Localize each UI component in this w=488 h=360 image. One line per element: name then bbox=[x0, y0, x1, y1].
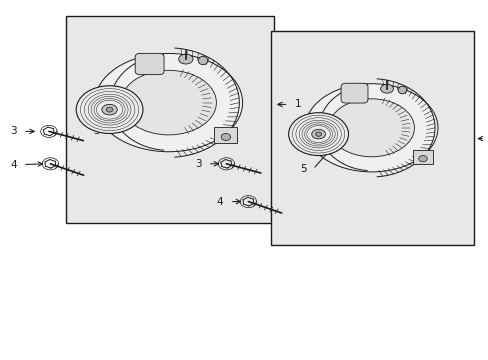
Circle shape bbox=[221, 134, 230, 140]
Circle shape bbox=[418, 156, 427, 162]
Ellipse shape bbox=[288, 113, 348, 156]
Text: 3: 3 bbox=[194, 159, 201, 169]
Ellipse shape bbox=[311, 129, 325, 139]
Ellipse shape bbox=[198, 56, 207, 65]
Text: 5: 5 bbox=[93, 126, 100, 136]
FancyBboxPatch shape bbox=[341, 83, 367, 103]
Ellipse shape bbox=[397, 86, 406, 94]
Ellipse shape bbox=[102, 104, 117, 115]
Text: 4: 4 bbox=[10, 159, 17, 170]
Bar bbox=[66, 16, 273, 223]
Ellipse shape bbox=[328, 99, 414, 157]
Ellipse shape bbox=[305, 84, 437, 172]
Ellipse shape bbox=[76, 86, 142, 134]
Bar bbox=[271, 31, 473, 245]
Bar bbox=[214, 127, 237, 143]
FancyBboxPatch shape bbox=[135, 53, 163, 75]
Text: 1: 1 bbox=[294, 99, 301, 109]
Bar bbox=[412, 150, 432, 164]
Text: 2: 2 bbox=[487, 134, 488, 144]
Ellipse shape bbox=[380, 84, 393, 93]
Ellipse shape bbox=[121, 70, 216, 135]
Text: 4: 4 bbox=[216, 197, 223, 207]
Text: 5: 5 bbox=[299, 164, 306, 174]
Ellipse shape bbox=[95, 54, 242, 152]
Ellipse shape bbox=[106, 107, 113, 112]
Ellipse shape bbox=[315, 132, 321, 136]
Text: 3: 3 bbox=[10, 126, 17, 136]
Ellipse shape bbox=[178, 54, 193, 64]
